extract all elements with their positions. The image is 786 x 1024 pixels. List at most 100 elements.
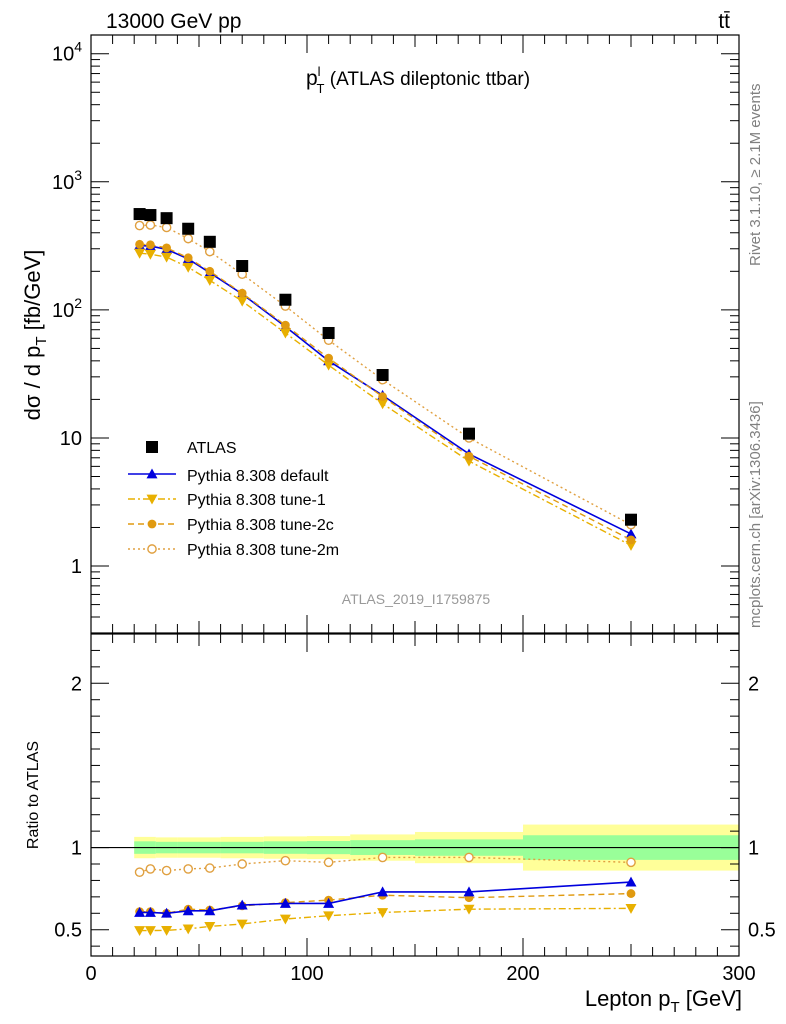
y-tick-label-1e2: 102 (52, 295, 82, 322)
plot-title: pl T (ATLAS dileptonic ttbar) (306, 64, 530, 96)
main-panel (133, 208, 637, 551)
ratio-axes: 0.5 1 2 0.5 1 2 0 100 200 300 (54, 634, 776, 985)
main-point-atlas-4 (203, 235, 216, 248)
x-tick-label-200: 200 (506, 963, 539, 985)
ratio-point-pythia-8-308-default-9 (463, 886, 475, 897)
legend-label-tune-2c: Pythia 8.308 tune-2c (187, 517, 334, 534)
main-point-pythia-8-308-tune-2c-5 (237, 288, 247, 298)
legend-label-atlas: ATLAS (187, 440, 237, 457)
main-point-pythia-8-308-default-10 (625, 528, 637, 539)
process-label: tt̄ (718, 10, 730, 33)
ratio-point-pythia-8-308-tune-2m-6 (280, 855, 291, 866)
main-point-pythia-8-308-tune-2c-7 (324, 353, 333, 363)
y-tick-label-1e3: 103 (52, 167, 82, 194)
main-point-pythia-8-308-tune-2c-1 (146, 240, 155, 250)
main-point-pythia-8-308-tune-2c-4 (205, 266, 215, 276)
y-tick-label-10: 10 (60, 428, 82, 450)
main-point-pythia-8-308-tune-2c-6 (281, 320, 290, 330)
main-point-atlas-7 (322, 326, 335, 339)
mcplots-label: mcplots.cern.ch [arXiv:1306.3436] (747, 401, 764, 628)
ratio-point-pythia-8-308-default-4 (204, 905, 216, 916)
ratio-point-pythia-8-308-tune-2m-3 (183, 864, 194, 874)
legend-marker-pythia-8-308-tune-2c (147, 519, 157, 529)
ratio-y-tick-label-0.5: 0.5 (54, 920, 82, 942)
y-tick-label-1: 1 (71, 556, 82, 578)
ratio-point-pythia-8-308-tune-2c-10 (626, 889, 636, 898)
main-point-pythia-8-308-tune-2m-4 (204, 246, 215, 257)
ratio-point-pythia-8-308-tune-1-10 (625, 903, 637, 914)
main-point-atlas-2 (160, 212, 173, 225)
ratio-point-pythia-8-308-tune-1-1 (144, 926, 156, 937)
main-point-pythia-8-308-tune-2m-2 (161, 222, 172, 233)
main-point-pythia-8-308-tune-1-6 (279, 328, 291, 339)
main-y-axis-label: dσ / d pT [fb/GeV] (20, 250, 50, 421)
y-tick-label-1e4: 104 (52, 39, 82, 66)
x-axis-label: Lepton pT [GeV] (585, 986, 742, 1016)
main-point-pythia-8-308-tune-1-4 (204, 275, 216, 286)
ratio-point-pythia-8-308-default-0 (134, 906, 146, 917)
main-point-atlas-1 (144, 209, 157, 222)
ratio-point-pythia-8-308-tune-2m-7 (323, 857, 334, 868)
analysis-watermark: ATLAS_2019_I1759875 (342, 591, 491, 607)
ratio-point-pythia-8-308-tune-2m-2 (161, 865, 172, 876)
main-point-pythia-8-308-tune-2m-1 (145, 220, 156, 230)
main-axes: 104 103 102 10 1 (52, 35, 740, 634)
main-line-pythia-8-308-tune-1 (139, 252, 632, 546)
main-point-pythia-8-308-tune-1-0 (134, 248, 146, 259)
main-line-pythia-8-308-default (139, 244, 632, 535)
main-point-atlas-9 (463, 427, 475, 440)
ratio-point-pythia-8-308-tune-1-6 (279, 914, 291, 925)
main-point-atlas-6 (279, 293, 292, 306)
ratio-point-pythia-8-308-tune-1-8 (377, 908, 389, 918)
x-tick-label-100: 100 (290, 963, 323, 985)
legend-marker-pythia-8-308-tune-1 (146, 494, 158, 505)
legend-marker-atlas (146, 441, 158, 453)
main-point-pythia-8-308-tune-2m-0 (134, 220, 145, 231)
main-point-atlas-0 (133, 208, 146, 221)
ratio-point-pythia-8-308-default-6 (279, 897, 291, 908)
legend-markers (128, 441, 176, 554)
ratio-point-pythia-8-308-tune-1-3 (182, 924, 194, 935)
main-point-pythia-8-308-tune-1-1 (144, 249, 156, 260)
legend-marker-pythia-8-308-tune-2m (147, 544, 157, 554)
main-point-pythia-8-308-tune-2c-10 (626, 535, 636, 545)
main-point-atlas-8 (376, 369, 389, 382)
ratio-y-tick-label-1: 1 (71, 838, 82, 860)
main-point-pythia-8-308-tune-2c-0 (135, 239, 145, 249)
ratio-point-pythia-8-308-tune-1-9 (463, 904, 475, 915)
ratio-point-pythia-8-308-tune-1-2 (161, 925, 173, 936)
x-tick-label-300: 300 (722, 963, 755, 985)
ratio-point-pythia-8-308-default-10 (625, 876, 637, 887)
ratio-point-pythia-8-308-tune-1-7 (323, 911, 335, 922)
ratio-line-pythia-8-308-tune-1 (139, 907, 632, 932)
ratio-point-pythia-8-308-tune-2m-5 (237, 859, 248, 869)
main-point-pythia-8-308-tune-2c-8 (378, 392, 387, 402)
ratio-point-pythia-8-308-tune-2m-10 (626, 857, 636, 868)
ratio-point-pythia-8-308-tune-2m-8 (377, 852, 388, 863)
ratio-y-tick-label-right-0.5: 0.5 (748, 920, 776, 942)
main-point-pythia-8-308-tune-2c-2 (162, 243, 172, 253)
legend-label-tune-2m: Pythia 8.308 tune-2m (187, 542, 339, 559)
legend: ATLAS Pythia 8.308 default Pythia 8.308 … (128, 440, 339, 559)
legend-label-tune-1: Pythia 8.308 tune-1 (187, 492, 326, 509)
main-point-pythia-8-308-tune-2c-3 (183, 253, 193, 263)
ratio-point-pythia-8-308-tune-2m-1 (145, 864, 156, 874)
rivet-label: Rivet 3.1.10, ≥ 2.1M events (747, 84, 764, 267)
main-point-atlas-3 (182, 222, 195, 235)
ratio-y-axis-label: Ratio to ATLAS (25, 741, 42, 849)
ratio-y-tick-label-right-1: 1 (748, 838, 759, 860)
main-point-pythia-8-308-tune-1-8 (377, 399, 389, 410)
ratio-point-pythia-8-308-default-3 (182, 905, 194, 916)
main-point-pythia-8-308-tune-1-3 (182, 262, 194, 273)
ratio-panel (91, 824, 739, 937)
ratio-point-pythia-8-308-tune-2m-9 (464, 852, 474, 863)
main-point-pythia-8-308-tune-1-2 (161, 252, 173, 263)
ratio-point-pythia-8-308-default-5 (236, 899, 248, 910)
main-point-pythia-8-308-tune-1-7 (323, 360, 335, 371)
main-point-pythia-8-308-tune-2m-3 (183, 233, 194, 244)
ratio-y-tick-label-right-2: 2 (748, 673, 759, 695)
ratio-y-tick-label-2: 2 (71, 673, 82, 695)
main-point-atlas-10 (625, 513, 637, 526)
energy-label: 13000 GeV pp (106, 10, 241, 33)
